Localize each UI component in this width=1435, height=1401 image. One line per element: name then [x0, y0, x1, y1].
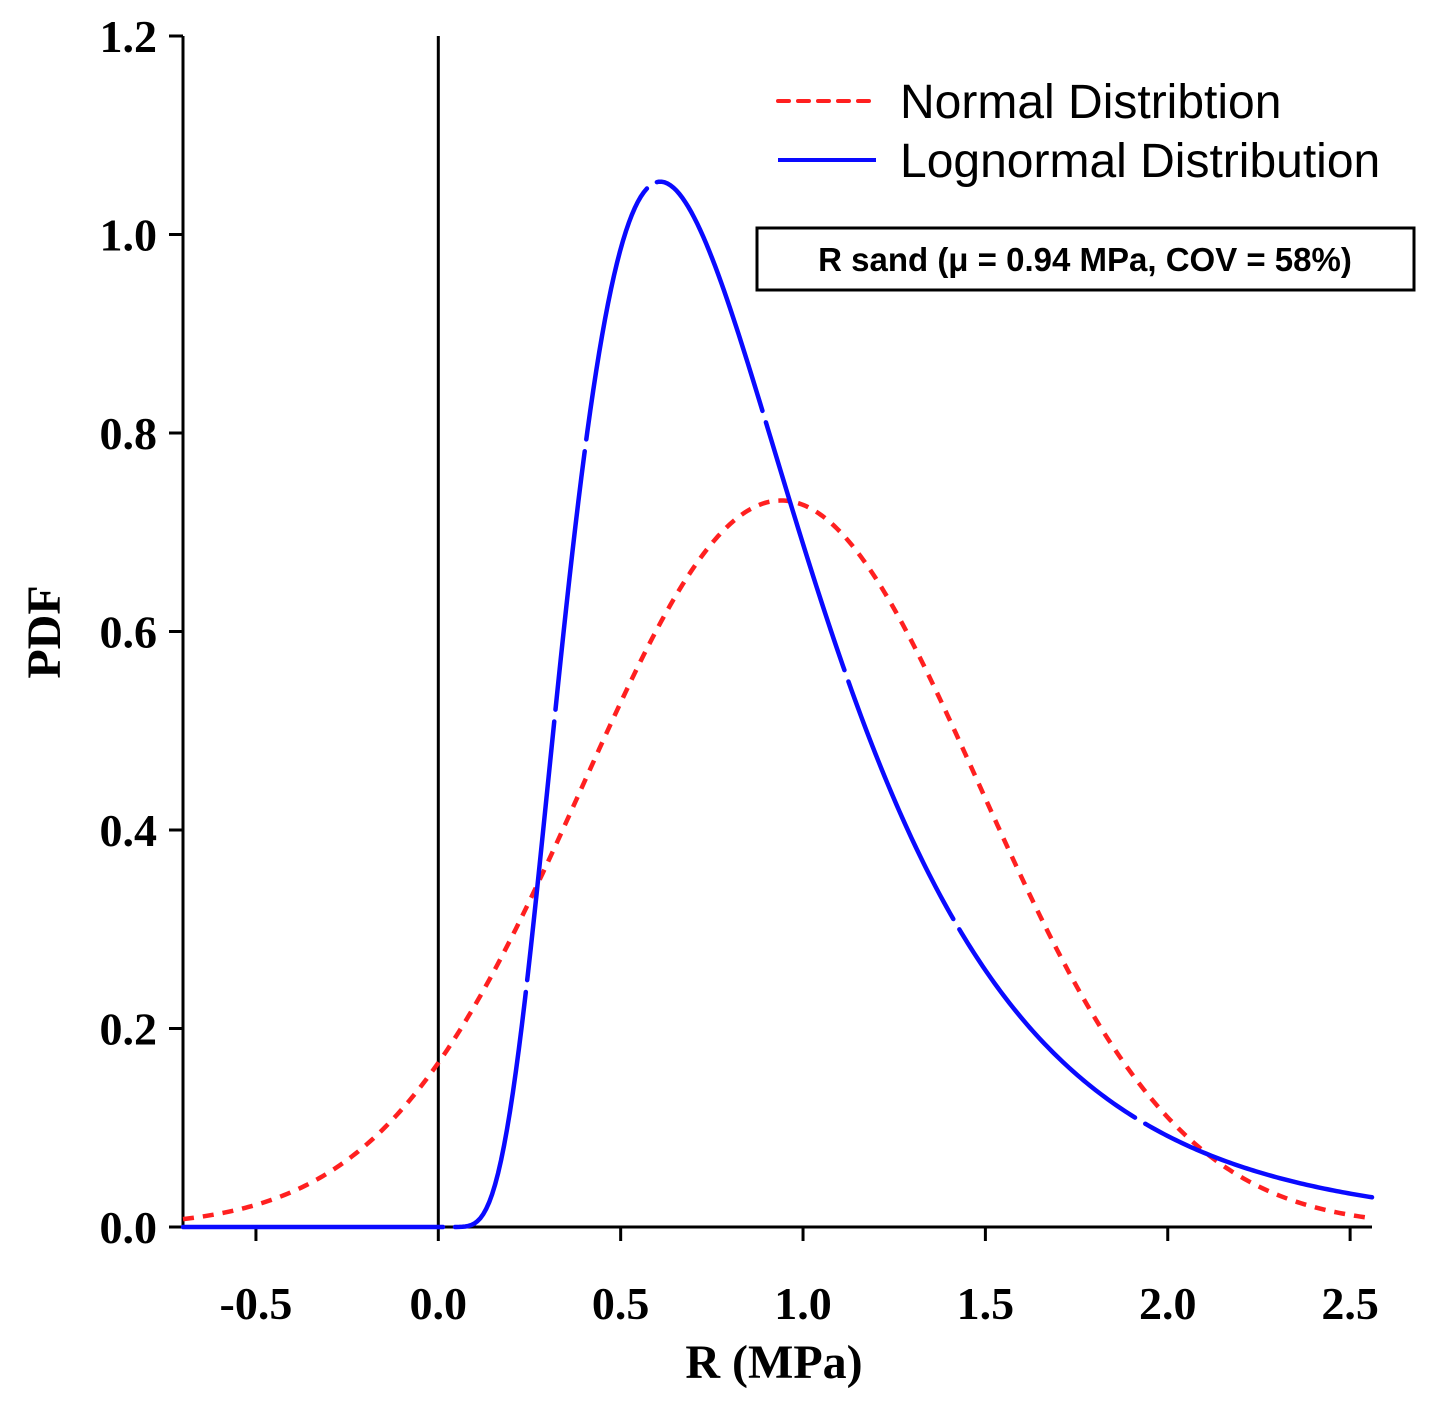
x-tick-label: 0.0: [410, 1278, 468, 1329]
data-point: [508, 1059, 514, 1065]
legend: Normal Distribtion Lognormal Distributio…: [776, 76, 1380, 188]
data-point: [946, 902, 952, 908]
data-point: [1074, 980, 1080, 986]
annotation-box: R sand (μ = 0.94 MPa, COV = 58%): [755, 226, 1416, 292]
data-point: [764, 367, 770, 373]
data-point: [472, 1218, 478, 1224]
x-tick-label: 2.0: [1139, 1278, 1197, 1329]
x-axis-title: R (MPa): [685, 1336, 862, 1389]
x-tick-label: 1.5: [957, 1278, 1015, 1329]
data-point: [982, 800, 988, 806]
y-ticks: 0.0 0.2 0.4 0.6 0.8 1.0 1.2: [100, 11, 183, 1253]
data-point: [654, 174, 660, 180]
axes: [181, 36, 1372, 1229]
data-point: [435, 1224, 441, 1230]
data-point: [526, 896, 532, 902]
x-tick-label: -0.5: [220, 1278, 293, 1329]
series-layer: [180, 174, 1375, 1230]
data-point: [1256, 1183, 1262, 1189]
y-tick-label: 0.0: [100, 1202, 158, 1253]
series-lognormal-line: [180, 179, 1375, 1230]
annotation-text: R sand (μ = 0.94 MPa, COV = 58%): [818, 241, 1352, 278]
data-point: [435, 1059, 441, 1065]
data-point: [1238, 1164, 1244, 1170]
data-point: [545, 718, 551, 724]
data-point: [253, 1203, 259, 1209]
data-point: [618, 622, 624, 628]
data-point: [800, 509, 806, 515]
x-tick-label: 0.5: [592, 1278, 650, 1329]
annotation-frame: [755, 226, 1416, 292]
data-point: [778, 497, 784, 503]
x-ticks: -0.5 0.0 0.5 1.0 1.5 2.0 2.5: [220, 1227, 1379, 1329]
data-point: [727, 256, 733, 262]
data-point: [691, 192, 697, 198]
y-tick-label: 1.0: [100, 210, 158, 261]
legend-label-normal: Normal Distribtion: [900, 76, 1281, 129]
y-tick-label: 1.2: [100, 11, 158, 62]
data-point: [1019, 1012, 1025, 1018]
data-point: [1311, 1185, 1317, 1191]
legend-label-lognormal: Lognormal Distribution: [900, 135, 1380, 188]
data-point: [581, 415, 587, 421]
data-point: [709, 541, 715, 547]
y-axis-title: PDF: [18, 585, 71, 678]
data-point: [1092, 1085, 1098, 1091]
data-point: [344, 1165, 350, 1171]
y-tick-label: 0.2: [100, 1004, 158, 1055]
data-point: [1347, 1212, 1353, 1218]
x-tick-label: 1.0: [774, 1278, 832, 1329]
y-tick-label: 0.6: [100, 607, 158, 658]
data-point: [1165, 1111, 1171, 1117]
data-point: [873, 708, 879, 714]
data-point: [618, 241, 624, 247]
data-point: [1369, 1215, 1375, 1221]
series-normal-line: [182, 498, 1373, 1222]
data-point: [1369, 1195, 1375, 1201]
y-tick-label: 0.8: [100, 408, 158, 459]
x-tick-label: 2.5: [1321, 1278, 1379, 1329]
data-point: [891, 630, 897, 636]
data-point: [180, 1216, 186, 1222]
y-tick-label: 0.4: [100, 805, 158, 856]
data-point: [1165, 1133, 1171, 1139]
